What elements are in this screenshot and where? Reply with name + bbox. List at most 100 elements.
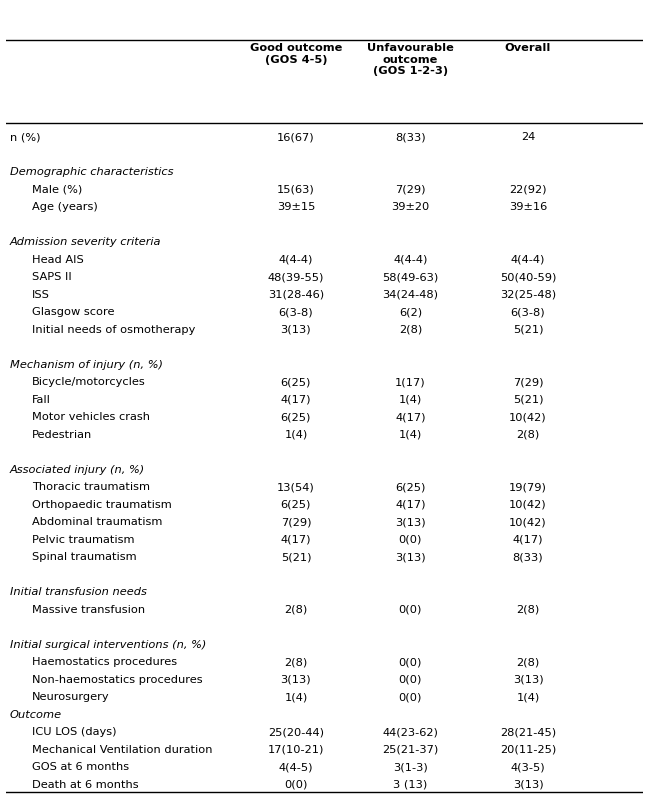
Text: 1(4): 1(4)	[284, 430, 308, 440]
Text: 4(4-4): 4(4-4)	[393, 255, 428, 265]
Text: 32(25-48): 32(25-48)	[500, 290, 556, 300]
Text: 6(25): 6(25)	[395, 482, 426, 492]
Text: Initial transfusion needs: Initial transfusion needs	[10, 587, 147, 597]
Text: 1(4): 1(4)	[398, 430, 422, 440]
Text: 7(29): 7(29)	[513, 377, 543, 387]
Text: Pelvic traumatism: Pelvic traumatism	[32, 535, 134, 545]
Text: Bicycle/motorcycles: Bicycle/motorcycles	[32, 377, 145, 387]
Text: Outcome: Outcome	[10, 709, 62, 720]
Text: 8(33): 8(33)	[395, 133, 426, 142]
Text: 4(17): 4(17)	[395, 412, 426, 423]
Text: 3 (13): 3 (13)	[393, 780, 428, 790]
Text: Good outcome
(GOS 4-5): Good outcome (GOS 4-5)	[250, 43, 342, 65]
Text: Demographic characteristics: Demographic characteristics	[10, 167, 173, 177]
Text: Glasgow score: Glasgow score	[32, 307, 114, 318]
Text: 0(0): 0(0)	[398, 535, 422, 545]
Text: 2(8): 2(8)	[517, 657, 540, 667]
Text: Admission severity criteria: Admission severity criteria	[10, 238, 161, 247]
Text: 6(25): 6(25)	[280, 377, 311, 387]
Text: 28(21-45): 28(21-45)	[500, 727, 556, 738]
Text: 0(0): 0(0)	[284, 780, 308, 790]
Text: SAPS II: SAPS II	[32, 272, 71, 282]
Text: 19(79): 19(79)	[509, 482, 547, 492]
Text: 2(8): 2(8)	[284, 657, 308, 667]
Text: Motor vehicles crash: Motor vehicles crash	[32, 412, 150, 423]
Text: 6(25): 6(25)	[280, 500, 311, 510]
Text: 25(20-44): 25(20-44)	[268, 727, 324, 738]
Text: 4(4-4): 4(4-4)	[278, 255, 313, 265]
Text: Thoracic traumatism: Thoracic traumatism	[32, 482, 150, 492]
Text: 4(17): 4(17)	[513, 535, 543, 545]
Text: Abdominal traumatism: Abdominal traumatism	[32, 517, 162, 528]
Text: 0(0): 0(0)	[398, 692, 422, 702]
Text: 3(13): 3(13)	[395, 553, 426, 562]
Text: 6(3-8): 6(3-8)	[511, 307, 545, 318]
Text: 25(21-37): 25(21-37)	[382, 745, 439, 755]
Text: 2(8): 2(8)	[517, 430, 540, 440]
Text: 48(39-55): 48(39-55)	[267, 272, 324, 282]
Text: 20(11-25): 20(11-25)	[500, 745, 556, 755]
Text: 1(4): 1(4)	[517, 692, 540, 702]
Text: 2(8): 2(8)	[284, 605, 308, 615]
Text: Initial needs of osmotherapy: Initial needs of osmotherapy	[32, 325, 195, 335]
Text: 3(1-3): 3(1-3)	[393, 762, 428, 772]
Text: 7(29): 7(29)	[395, 185, 426, 195]
Text: 3(13): 3(13)	[280, 325, 311, 335]
Text: Mechanical Ventilation duration: Mechanical Ventilation duration	[32, 745, 212, 755]
Text: ISS: ISS	[32, 290, 50, 300]
Text: Fall: Fall	[32, 395, 51, 405]
Text: 4(3-5): 4(3-5)	[511, 762, 545, 772]
Text: ICU LOS (days): ICU LOS (days)	[32, 727, 116, 738]
Text: 0(0): 0(0)	[398, 657, 422, 667]
Text: 3(13): 3(13)	[280, 675, 311, 685]
Text: 58(49-63): 58(49-63)	[382, 272, 439, 282]
Text: 5(21): 5(21)	[513, 395, 543, 405]
Text: 31(28-46): 31(28-46)	[268, 290, 324, 300]
Text: Initial surgical interventions (n, %): Initial surgical interventions (n, %)	[10, 640, 206, 650]
Text: Overall: Overall	[505, 43, 551, 53]
Text: 8(33): 8(33)	[513, 553, 543, 562]
Text: GOS at 6 months: GOS at 6 months	[32, 762, 129, 772]
Text: 39±16: 39±16	[509, 202, 547, 213]
Text: 4(4-4): 4(4-4)	[511, 255, 545, 265]
Text: 34(24-48): 34(24-48)	[382, 290, 438, 300]
Text: 0(0): 0(0)	[398, 675, 422, 685]
Text: 3(13): 3(13)	[395, 517, 426, 528]
Text: 39±15: 39±15	[276, 202, 315, 213]
Text: 13(54): 13(54)	[277, 482, 315, 492]
Text: 15(63): 15(63)	[277, 185, 315, 195]
Text: 1(4): 1(4)	[284, 692, 308, 702]
Text: Orthopaedic traumatism: Orthopaedic traumatism	[32, 500, 172, 510]
Text: Massive transfusion: Massive transfusion	[32, 605, 145, 615]
Text: 6(3-8): 6(3-8)	[278, 307, 313, 318]
Text: 4(17): 4(17)	[280, 395, 311, 405]
Text: 10(42): 10(42)	[509, 412, 547, 423]
Text: 3(13): 3(13)	[513, 675, 543, 685]
Text: n (%): n (%)	[10, 133, 40, 142]
Text: 10(42): 10(42)	[509, 500, 547, 510]
Text: Age (years): Age (years)	[32, 202, 98, 213]
Text: Death at 6 months: Death at 6 months	[32, 780, 138, 790]
Text: 2(8): 2(8)	[517, 605, 540, 615]
Text: 24: 24	[521, 133, 535, 142]
Text: 6(2): 6(2)	[398, 307, 422, 318]
Text: Haemostatics procedures: Haemostatics procedures	[32, 657, 177, 667]
Text: 7(29): 7(29)	[280, 517, 311, 528]
Text: Male (%): Male (%)	[32, 185, 82, 195]
Text: 3(13): 3(13)	[513, 780, 543, 790]
Text: Associated injury (n, %): Associated injury (n, %)	[10, 465, 145, 475]
Text: Unfavourable
outcome
(GOS 1-2-3): Unfavourable outcome (GOS 1-2-3)	[367, 43, 454, 76]
Text: 2(8): 2(8)	[398, 325, 422, 335]
Text: 4(17): 4(17)	[280, 535, 311, 545]
Text: 1(4): 1(4)	[398, 395, 422, 405]
Text: 50(40-59): 50(40-59)	[500, 272, 556, 282]
Text: 1(17): 1(17)	[395, 377, 426, 387]
Text: 0(0): 0(0)	[398, 605, 422, 615]
Text: 39±20: 39±20	[391, 202, 430, 213]
Text: 4(4-5): 4(4-5)	[278, 762, 313, 772]
Text: Head AIS: Head AIS	[32, 255, 84, 265]
Text: 22(92): 22(92)	[509, 185, 546, 195]
Text: Spinal traumatism: Spinal traumatism	[32, 553, 136, 562]
Text: 6(25): 6(25)	[280, 412, 311, 423]
Text: 16(67): 16(67)	[277, 133, 315, 142]
